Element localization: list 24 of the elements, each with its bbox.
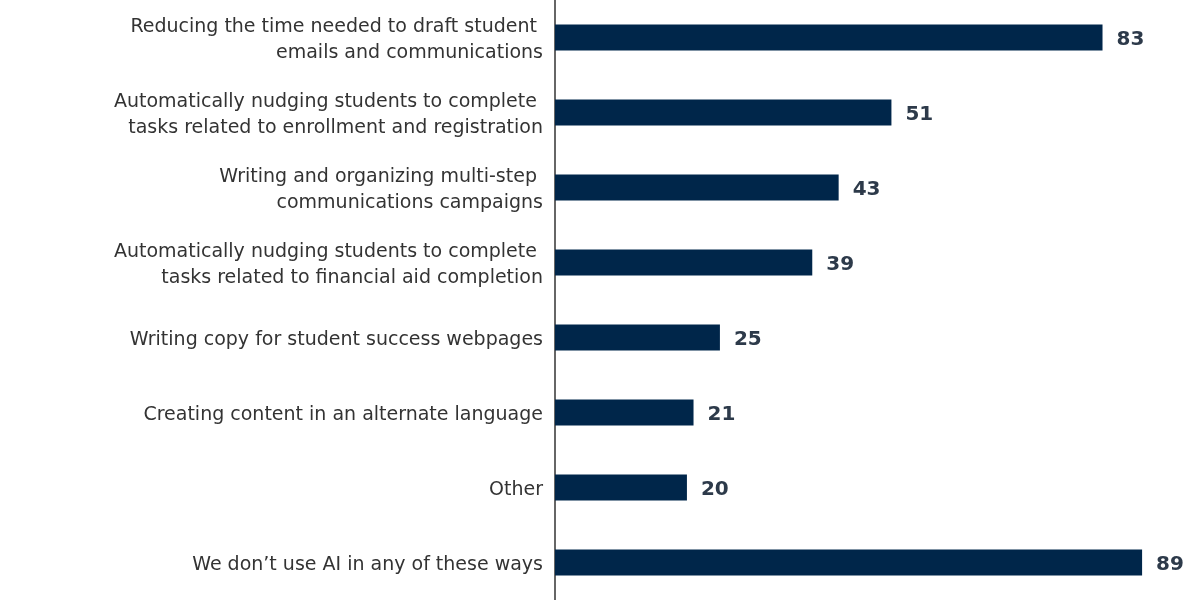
bar <box>555 174 839 201</box>
bar <box>555 399 694 426</box>
y-tick-label: Creating content in an alternate language <box>143 401 543 424</box>
bar <box>555 249 813 276</box>
data-label: 21 <box>707 400 736 425</box>
data-label: 20 <box>700 475 729 500</box>
y-tick-label: Automatically nudging students to complete tasks related to financial aid completion <box>113 238 543 287</box>
data-label: 51 <box>905 100 934 125</box>
data-label: 83 <box>1116 25 1145 50</box>
y-tick-label: Automatically nudging students to complete tasks related to enrollment and registration <box>113 88 543 137</box>
y-tick-label: Other <box>489 476 544 499</box>
data-label: 39 <box>826 250 855 275</box>
bar <box>555 474 687 501</box>
bar <box>555 99 892 126</box>
y-tick-label: We don’t use AI in any of these ways <box>192 551 543 574</box>
data-label: 89 <box>1156 550 1184 575</box>
y-tick-label: Reducing the time needed to draft student emails and communications <box>130 13 543 62</box>
bar <box>555 549 1143 576</box>
data-label: 25 <box>733 325 762 350</box>
y-tick-label: Writing copy for student success webpages <box>129 326 543 349</box>
bar <box>555 324 720 351</box>
bar <box>555 24 1103 51</box>
y-tick-label: Writing and organizing multi-step communications campaigns <box>219 163 543 212</box>
data-label: 43 <box>852 175 881 200</box>
